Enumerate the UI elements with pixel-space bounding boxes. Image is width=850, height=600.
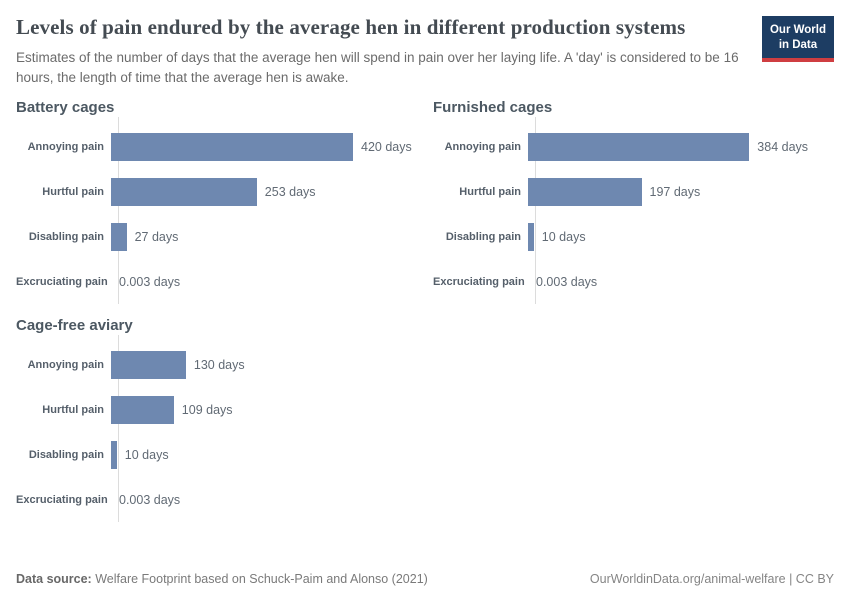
bar[interactable] <box>111 395 174 424</box>
value-label: 27 days <box>134 229 179 244</box>
category-label: Disabling pain <box>28 448 104 461</box>
bar-track: 27 days <box>111 222 417 251</box>
bar-track: 10 days <box>528 222 834 251</box>
value-label: 420 days <box>361 139 412 154</box>
bar-track: 197 days <box>528 177 834 206</box>
category-label: Hurtful pain <box>42 185 104 198</box>
header: Levels of pain endured by the average he… <box>16 12 834 87</box>
bar-rows: Annoying pain 130 days Hurtful pain 109 day… <box>16 335 417 523</box>
data-source-text: Welfare Footprint based on Schuck-Paim a… <box>95 572 428 586</box>
bar-row: Hurtful pain 109 days <box>16 387 417 432</box>
value-label: 384 days <box>757 139 809 154</box>
bar[interactable] <box>111 132 353 161</box>
value-label: 0.003 days <box>119 274 181 289</box>
category-label: Annoying pain <box>27 358 104 371</box>
panel-battery-cages: Battery cages Annoying pain 420 days Hurtf… <box>16 99 417 305</box>
bar-row: Disabling pain 10 days <box>16 432 417 477</box>
bar-track: 0.003 days <box>111 268 417 296</box>
charts-grid: Battery cages Annoying pain 420 days Hurtf… <box>16 99 834 523</box>
bar-track: 420 days <box>111 132 417 161</box>
bar[interactable] <box>111 222 127 251</box>
bar[interactable] <box>528 222 534 251</box>
category-label: Excruciating pain <box>16 275 108 288</box>
value-label: 0.003 days <box>119 492 181 507</box>
category-label: Excruciating pain <box>433 275 525 288</box>
bar-row: Excruciating pain 0.003 days <box>16 259 417 304</box>
chart-title: Levels of pain endured by the average he… <box>16 15 686 39</box>
bar-row: Annoying pain 420 days <box>16 124 417 169</box>
bar-row: Excruciating pain 0.003 days <box>16 477 417 522</box>
bar[interactable] <box>111 350 186 379</box>
panel-furnished-cages: Furnished cages Annoying pain 384 days Hur… <box>433 99 834 305</box>
category-label: Annoying pain <box>27 140 104 153</box>
bar-row: Annoying pain 130 days <box>16 342 417 387</box>
bar-track: 0.003 days <box>528 268 834 296</box>
category-label: Annoying pain <box>444 140 521 153</box>
panel-title: Battery cages <box>16 99 115 117</box>
panel-title: Furnished cages <box>433 99 553 117</box>
panel-cage-free-aviary: Cage-free aviary Annoying pain 130 days Hu… <box>16 317 417 523</box>
bar-track: 130 days <box>111 350 417 379</box>
bar-row: Disabling pain 27 days <box>16 214 417 259</box>
category-label: Disabling pain <box>28 230 104 243</box>
chart-subtitle: Estimates of the number of days that the… <box>16 50 739 85</box>
data-source: Data source: Welfare Footprint based on … <box>16 572 428 586</box>
bar-track: 0.003 days <box>111 486 417 514</box>
header-text: Levels of pain endured by the average he… <box>16 12 762 87</box>
bar-row: Hurtful pain 253 days <box>16 169 417 214</box>
data-source-label: Data source: <box>16 572 92 586</box>
value-label: 10 days <box>124 447 169 462</box>
value-label: 197 days <box>649 184 701 199</box>
bar-rows: Annoying pain 420 days Hurtful pain 253 day… <box>16 117 417 305</box>
owid-logo[interactable]: Our World in Data <box>761 16 834 62</box>
bar-row: Excruciating pain 0.003 days <box>433 259 834 304</box>
owid-logo-line2: in Data <box>778 38 818 51</box>
bar[interactable] <box>528 177 642 206</box>
bar[interactable] <box>528 132 750 161</box>
bar[interactable] <box>111 177 257 206</box>
owid-logo-line1: Our World <box>769 24 826 36</box>
bar-track: 253 days <box>111 177 417 206</box>
bar[interactable] <box>111 440 117 469</box>
value-label: 0.003 days <box>536 274 598 289</box>
panel-title: Cage-free aviary <box>16 317 133 335</box>
category-label: Disabling pain <box>445 230 521 243</box>
value-label: 10 days <box>541 229 586 244</box>
category-label: Excruciating pain <box>16 493 108 506</box>
bar-track: 109 days <box>111 395 417 424</box>
value-label: 253 days <box>264 184 316 199</box>
bar-track: 384 days <box>528 132 834 161</box>
footer: Data source: Welfare Footprint based on … <box>16 572 834 586</box>
bar-row: Disabling pain 10 days <box>433 214 834 259</box>
credit-link[interactable]: OurWorldinData.org/animal-welfare | CC B… <box>589 572 834 586</box>
bar-row: Hurtful pain 197 days <box>433 169 834 214</box>
bar-track: 10 days <box>111 440 417 469</box>
value-label: 109 days <box>181 402 233 417</box>
bar-rows: Annoying pain 384 days Hurtful pain 197 day… <box>433 117 834 305</box>
category-label: Hurtful pain <box>42 403 104 416</box>
value-label: 130 days <box>193 357 245 372</box>
bar-row: Annoying pain 384 days <box>433 124 834 169</box>
category-label: Hurtful pain <box>459 185 521 198</box>
